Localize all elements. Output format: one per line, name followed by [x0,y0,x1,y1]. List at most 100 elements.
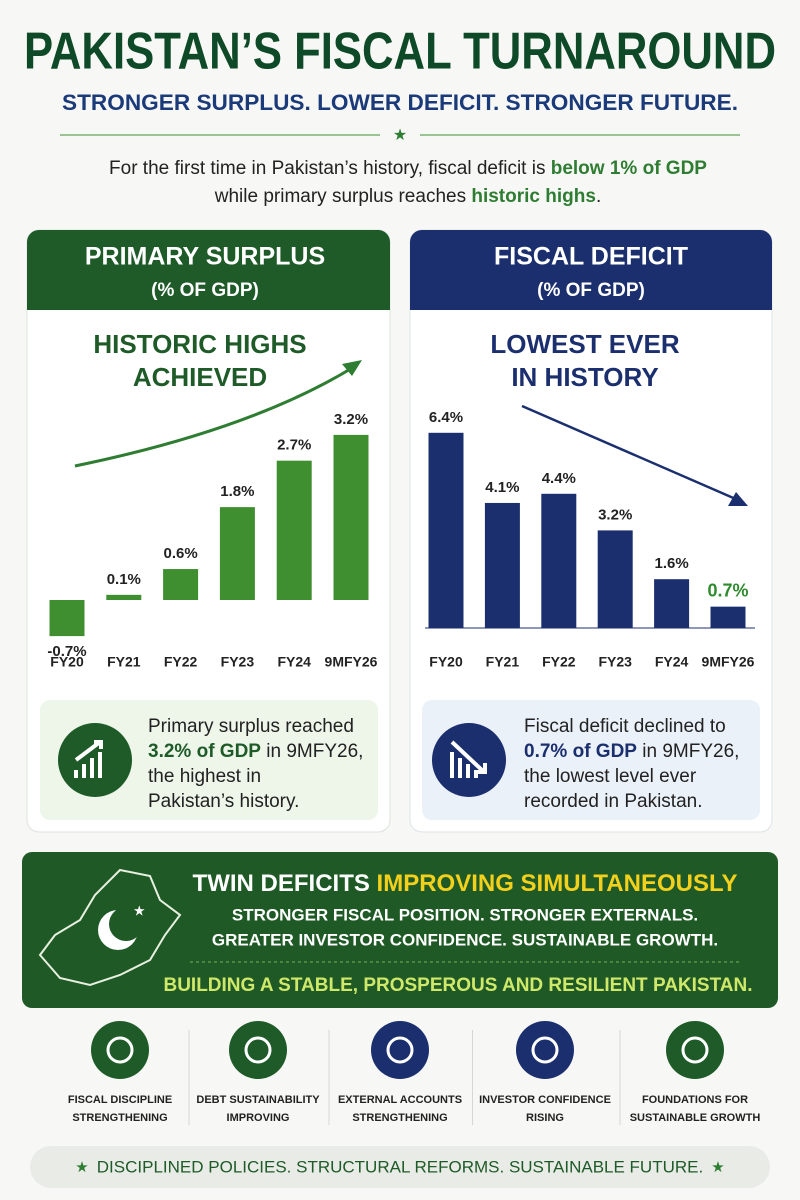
bar [541,493,577,628]
pillars: FISCAL DISCIPLINE STRENGTHENING DEBT SUSTA… [68,1021,760,1125]
info-text: in 9MFY26, [637,741,739,762]
intro-bold: below 1% of GDP [551,158,708,179]
annotation: HISTORIC HIGHS [93,329,306,359]
pillar-glyph [386,1036,414,1064]
info-text: Pakistan’s history. [148,791,299,812]
value-label: 0.7% [707,580,748,600]
value-label: 4.4% [542,470,576,487]
info-text: Primary surplus reached [148,716,354,737]
bar [106,594,142,600]
x-tick-label: FY20 [429,654,463,670]
info-text: the highest in [148,766,261,787]
pillar-icon [91,1021,149,1079]
x-tick-label: FY20 [50,654,84,670]
value-label: 1.8% [220,483,254,500]
intro-line: while primary surplus reaches historic h… [214,186,601,207]
chart-subtitle: (% OF GDP) [537,280,645,301]
intro-text: . [596,186,601,207]
pillar-label: SUSTAINABLE GROWTH [630,1112,761,1124]
arrowhead [342,360,362,376]
info-text: 0.7% of GDP in 9MFY26, [524,741,739,762]
pillar-icon [516,1021,574,1079]
charts: -0.7%FY200.1%FY210.6%FY221.8%FY232.7%FY2… [47,409,754,670]
bar [710,606,746,628]
bar [597,530,633,628]
pillar-glyph [681,1036,709,1064]
x-tick-label: FY24 [655,654,689,670]
arrowhead [728,492,748,506]
pillar-label: INVESTOR CONFIDENCE [479,1094,611,1106]
value-label: 0.6% [163,545,197,562]
banner [22,852,778,1008]
footer-text: DISCIPLINED POLICIES. STRUCTURAL REFORMS… [97,1157,703,1176]
chart-subtitle: (% OF GDP) [151,280,259,301]
bar [163,569,199,600]
banner-line: STRONGER FISCAL POSITION. STRONGER EXTER… [232,905,698,924]
pillar-glyph [531,1036,559,1064]
pillar-glyph [106,1036,134,1064]
info-text: Fiscal deficit declined to [524,716,726,737]
pillar-label: DEBT SUSTAINABILITY [196,1094,320,1106]
info-text: in 9MFY26, [261,741,363,762]
pillar-label: IMPROVING [227,1112,290,1124]
bar [219,507,255,600]
banner-highlight: IMPROVING SIMULTANEOUSLY [377,870,738,897]
pillar-label: RISING [526,1112,564,1124]
value-label: -0.7% [47,643,86,660]
annotation: IN HISTORY [511,362,658,392]
pillar-glyph [244,1036,272,1064]
icon [58,723,132,797]
star: ★ [393,127,407,144]
pillar-icon [666,1021,724,1079]
banner-title-text: TWIN DEFICITS [193,870,377,897]
chart-title: PRIMARY SURPLUS [85,243,325,271]
info-box [40,700,378,820]
crescent-cut [109,907,143,941]
trend-arrow [521,404,739,502]
x-tick-label: FY24 [277,654,311,670]
value-label: 2.7% [277,437,311,454]
bar [333,434,369,600]
star: ★ [133,903,146,919]
icon-glyph [450,740,487,778]
info-box [422,700,760,820]
trend-arrow [74,366,353,468]
x-tick-label: FY22 [164,654,198,670]
chart-title: FISCAL DEFICIT [494,243,688,271]
value-label: 3.2% [334,411,368,428]
pillar-icon [229,1021,287,1079]
banner-line: GREATER INVESTOR CONFIDENCE. SUSTAINABLE… [212,930,718,949]
banner-title: TWIN DEFICITS IMPROVING SIMULTANEOUSLY [193,870,738,897]
info-bold: 0.7% of GDP [524,741,637,762]
bar [428,432,464,628]
pillar-label: FISCAL DISCIPLINE [68,1094,172,1106]
info-bold: 3.2% of GDP [148,741,261,762]
annotation: ACHIEVED [133,362,267,392]
bar [484,502,520,628]
pillar-label: EXTERNAL ACCOUNTS [338,1094,462,1106]
bar [276,460,312,600]
intro-line: For the first time in Pakistan’s history… [109,158,707,179]
info-text: recorded in Pakistan. [524,791,703,812]
intro-bold: historic highs [471,186,596,207]
x-tick-label: FY21 [107,654,141,670]
intro-text: while primary surplus reaches [214,186,472,207]
map-outline [38,868,182,987]
x-tick-label: FY22 [542,654,576,670]
pillar-icon [371,1021,429,1079]
bar [49,600,85,637]
panel-header [27,230,390,310]
star: ★ [711,1159,724,1176]
info-text: 3.2% of GDP in 9MFY26, [148,741,363,762]
value-label: 1.6% [654,555,688,572]
x-tick-label: FY23 [221,654,255,670]
info-text: the lowest level ever [524,766,697,787]
x-tick-label: FY21 [486,654,520,670]
value-label: 4.1% [485,479,519,496]
annotation: LOWEST EVER [490,329,679,359]
title: PAKISTAN’S FISCAL TURNAROUND [24,23,776,81]
star: ★ [75,1159,88,1176]
bar [654,579,690,628]
tagline: BUILDING A STABLE, PROSPEROUS AND RESILI… [163,975,752,996]
x-tick-label: FY23 [598,654,632,670]
